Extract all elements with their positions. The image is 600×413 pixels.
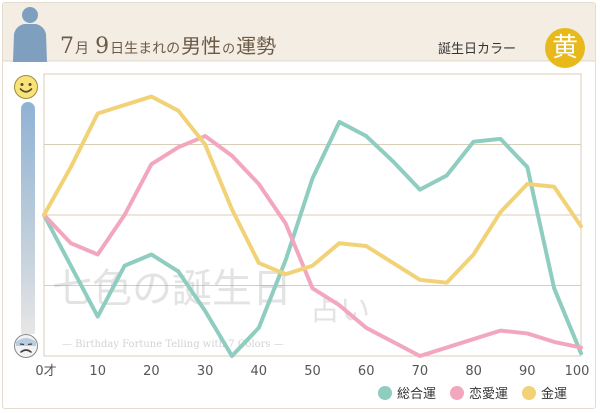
legend-label: 金運 bbox=[541, 387, 568, 402]
x-tick-label: 10 bbox=[89, 364, 106, 379]
x-tick-label: 30 bbox=[197, 364, 214, 379]
person-silhouette-icon bbox=[13, 7, 47, 62]
legend-item: 総合運 bbox=[378, 383, 436, 402]
x-tick-label: 100 bbox=[565, 364, 590, 379]
legend-swatch bbox=[450, 385, 465, 400]
legend-item: 金運 bbox=[522, 383, 567, 402]
watermark-main: 七色の誕生日 bbox=[52, 266, 292, 312]
series-line-1 bbox=[42, 134, 583, 358]
title-month: 7 bbox=[60, 34, 74, 59]
chart-legend: 総合運 恋愛運 金運 bbox=[378, 383, 567, 402]
x-tick-label: 90 bbox=[519, 364, 536, 379]
title-particle: の bbox=[222, 42, 236, 57]
watermark-tagline: — Birthday Fortune Telling with 7 Colors… bbox=[62, 339, 284, 350]
header-background bbox=[3, 3, 595, 62]
title-month-unit: 月 bbox=[75, 41, 89, 57]
birthday-color-label: 誕生日カラー bbox=[438, 42, 517, 57]
x-tick-label: 50 bbox=[304, 364, 321, 379]
legend-item: 恋愛運 bbox=[450, 383, 508, 402]
x-tick-label: 80 bbox=[465, 364, 482, 379]
legend-label: 総合運 bbox=[397, 387, 437, 402]
x-tick-label: 20 bbox=[143, 364, 160, 379]
legend-swatch bbox=[378, 385, 392, 400]
sad-face-icon bbox=[14, 334, 38, 358]
series-line-2 bbox=[42, 94, 583, 285]
legend-label: 恋愛運 bbox=[469, 387, 509, 402]
series-line-0 bbox=[42, 119, 583, 358]
page-title: 7月 9日生まれの男性の運勢 bbox=[60, 30, 277, 59]
fortune-scale-bar bbox=[21, 102, 35, 334]
x-tick-label: 40 bbox=[251, 364, 268, 379]
birthday-color-badge: 黄 bbox=[545, 28, 585, 68]
x-tick-label: 60 bbox=[358, 364, 375, 379]
smile-face-icon bbox=[14, 75, 38, 99]
x-tick-label: 70 bbox=[412, 364, 429, 379]
title-day: 9 bbox=[95, 34, 110, 59]
title-gender: 男性 bbox=[181, 34, 222, 58]
title-day-unit: 日生まれの bbox=[110, 41, 181, 57]
x-tick-label: 0才 bbox=[35, 364, 56, 379]
chart-card bbox=[2, 2, 596, 409]
legend-swatch bbox=[522, 385, 537, 400]
title-topic: 運勢 bbox=[236, 34, 277, 58]
watermark: 七色の誕生日 占い — Birthday Fortune Telling wit… bbox=[52, 266, 370, 350]
